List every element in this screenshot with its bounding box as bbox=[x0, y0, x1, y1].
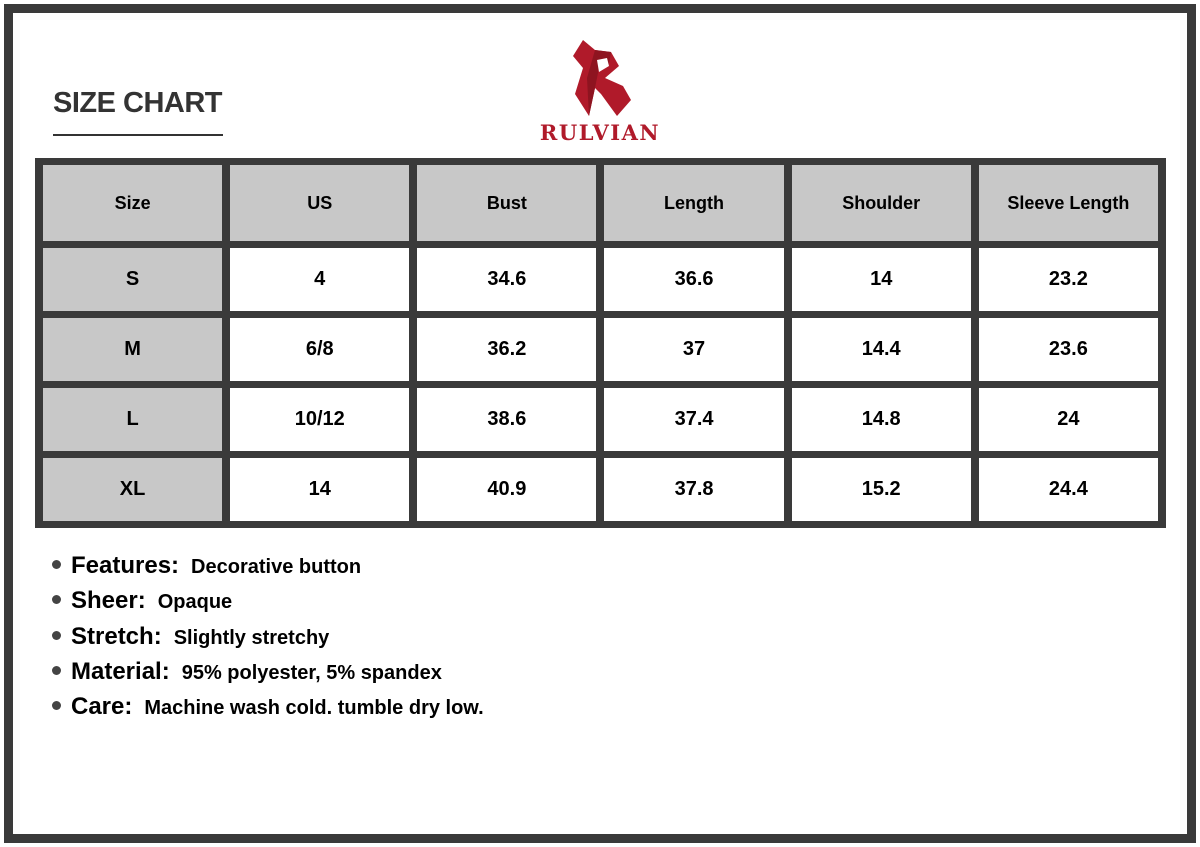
table-cell: 38.6 bbox=[417, 388, 597, 451]
table-row: XL 14 40.9 37.8 15.2 24.4 bbox=[43, 458, 1158, 521]
table-cell: M bbox=[43, 318, 223, 381]
feature-label: Sheer: bbox=[71, 587, 146, 615]
table-row: S 4 34.6 36.6 14 23.2 bbox=[43, 248, 1158, 311]
table-cell: 10/12 bbox=[230, 388, 410, 451]
title-underline bbox=[53, 134, 223, 136]
size-table: Size US Bust Length Shoulder Sleeve Leng… bbox=[35, 158, 1166, 528]
feature-item: Sheer: Opaque bbox=[52, 587, 484, 622]
table-cell: 36.6 bbox=[604, 248, 784, 311]
bullet-icon bbox=[52, 630, 61, 640]
page-title: SIZE CHART bbox=[53, 87, 223, 119]
table-cell: 23.6 bbox=[978, 318, 1158, 381]
feature-value: Opaque bbox=[157, 591, 233, 614]
feature-label: Material: bbox=[71, 657, 170, 685]
table-cell: 40.9 bbox=[417, 458, 597, 521]
table-cell: 36.2 bbox=[417, 318, 597, 381]
brand-name: RULVIAN bbox=[539, 120, 661, 145]
bullet-icon bbox=[52, 701, 61, 711]
table-cell: 14.4 bbox=[791, 318, 971, 381]
table-cell: 24 bbox=[978, 388, 1158, 451]
table-cell: 14 bbox=[791, 248, 971, 311]
brand-r-logo-icon bbox=[573, 40, 631, 116]
header-bust: Bust bbox=[417, 165, 597, 241]
feature-value: Machine wash cold. tumble dry low. bbox=[144, 697, 484, 720]
header-shoulder: Shoulder bbox=[791, 165, 971, 241]
table-row: M 6/8 36.2 37 14.4 23.6 bbox=[43, 318, 1158, 381]
header-us: US bbox=[230, 165, 410, 241]
bullet-icon bbox=[52, 595, 61, 605]
feature-item: Material: 95% polyester, 5% spandex bbox=[52, 658, 484, 693]
table-cell: 6/8 bbox=[230, 318, 410, 381]
feature-value: Slightly stretchy bbox=[173, 626, 330, 649]
feature-label: Care: bbox=[71, 693, 133, 721]
table-row: L 10/12 38.6 37.4 14.8 24 bbox=[43, 388, 1158, 451]
feature-value: Decorative button bbox=[191, 556, 362, 578]
brand-logo: RULVIAN bbox=[530, 38, 670, 148]
table-cell: 15.2 bbox=[791, 458, 971, 521]
table-cell: 4 bbox=[230, 248, 410, 311]
table-cell: 37.4 bbox=[604, 388, 784, 451]
table-cell: S bbox=[43, 248, 223, 311]
features-list: Features: Decorative button Sheer: Opaque St… bbox=[52, 552, 484, 728]
header-size: Size bbox=[43, 165, 223, 241]
table-header-row: Size US Bust Length Shoulder Sleeve Leng… bbox=[43, 165, 1158, 241]
bullet-icon bbox=[52, 560, 61, 569]
feature-value: 95% polyester, 5% spandex bbox=[181, 661, 442, 684]
feature-item: Care: Machine wash cold. tumble dry low. bbox=[52, 693, 484, 728]
feature-label: Stretch: bbox=[71, 622, 162, 650]
feature-label: Features: bbox=[71, 552, 180, 579]
outer-frame bbox=[4, 4, 1196, 843]
table-cell: 34.6 bbox=[417, 248, 597, 311]
header-length: Length bbox=[604, 165, 784, 241]
header-sleeve-length: Sleeve Length bbox=[978, 165, 1158, 241]
feature-item: Stretch: Slightly stretchy bbox=[52, 623, 484, 658]
bullet-icon bbox=[52, 665, 61, 675]
feature-item: Features: Decorative button bbox=[52, 552, 484, 587]
table-cell: 24.4 bbox=[978, 458, 1158, 521]
table-cell: XL bbox=[43, 458, 223, 521]
table-cell: L bbox=[43, 388, 223, 451]
table-cell: 14 bbox=[230, 458, 410, 521]
table-cell: 37 bbox=[604, 318, 784, 381]
table-cell: 37.8 bbox=[604, 458, 784, 521]
table-cell: 14.8 bbox=[791, 388, 971, 451]
table-cell: 23.2 bbox=[978, 248, 1158, 311]
